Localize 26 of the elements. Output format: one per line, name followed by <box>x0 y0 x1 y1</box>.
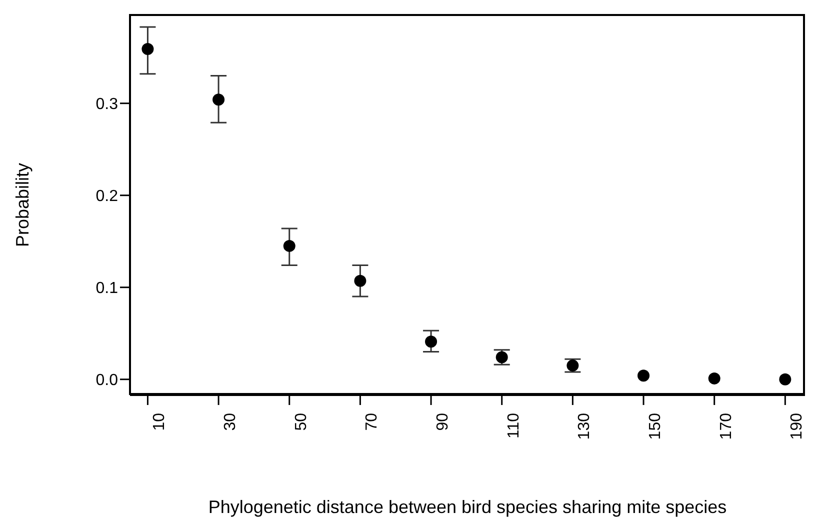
x-tick-label: 70 <box>364 412 381 431</box>
x-tick-label: 190 <box>788 412 806 440</box>
x-tick-label: 90 <box>434 412 452 431</box>
point <box>638 370 650 382</box>
y-tick-label: 0.2 <box>96 188 118 206</box>
point <box>708 372 720 384</box>
point <box>425 336 438 348</box>
x-tick-label: 170 <box>718 412 735 440</box>
x-tick-label: 130 <box>576 412 594 440</box>
x-tick-label: 110 <box>505 412 522 439</box>
point <box>283 240 296 252</box>
x-axis-title: Phylogenetic distance between bird species sharing mite species <box>208 497 727 517</box>
y-tick-label: 0.3 <box>96 96 118 114</box>
point <box>142 43 154 56</box>
y-tick-label: 0.0 <box>96 372 118 390</box>
y-tick-label: 0.1 <box>96 280 118 298</box>
x-tick-label: 30 <box>222 412 240 431</box>
point <box>212 94 225 106</box>
x-tick-label: 50 <box>292 412 310 431</box>
x-tick-label: 150 <box>647 412 664 440</box>
point <box>779 373 792 386</box>
point <box>566 360 579 372</box>
point <box>496 351 508 364</box>
point <box>354 274 366 287</box>
y-axis-title: Probability <box>12 162 32 248</box>
x-tick-label: 10 <box>151 412 168 431</box>
